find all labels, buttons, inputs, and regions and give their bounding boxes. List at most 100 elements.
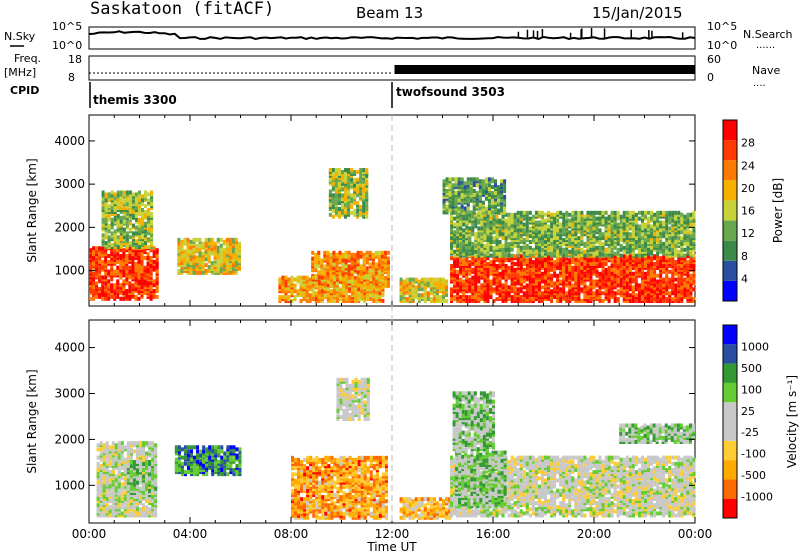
data-cell: [656, 273, 660, 278]
data-cell: [359, 250, 363, 255]
data-cell: [510, 256, 514, 261]
data-cell: [192, 237, 196, 242]
data-cell: [92, 255, 96, 260]
data-cell: [362, 168, 366, 173]
data-cell: [613, 216, 617, 221]
data-cell: [92, 261, 96, 266]
data-cell: [308, 298, 312, 303]
data-cell: [659, 228, 663, 233]
data-cell: [553, 212, 557, 217]
data-cell: [668, 277, 672, 282]
data-cell: [465, 216, 469, 221]
data-cell: [613, 297, 617, 302]
data-cell: [607, 281, 611, 286]
data-cell: [662, 263, 666, 268]
data-cell: [595, 289, 599, 294]
data-cell: [423, 295, 427, 300]
data-cell: [331, 171, 335, 176]
data-cell: [429, 297, 433, 302]
data-cell: [95, 271, 99, 276]
data-cell: [383, 276, 387, 281]
data-cell: [149, 263, 153, 268]
data-cell: [141, 221, 145, 226]
data-cell: [637, 293, 641, 298]
data-cell: [659, 256, 663, 261]
data-cell: [686, 293, 690, 298]
data-cell: [345, 283, 349, 288]
freq-trace: [89, 65, 695, 74]
data-cell: [601, 275, 605, 280]
data-cell: [643, 228, 647, 233]
data-cell: [116, 259, 120, 264]
data-cell: [647, 287, 651, 292]
data-cell: [486, 218, 490, 223]
data-cell: [483, 243, 487, 248]
data-cell: [351, 291, 355, 296]
data-cell: [326, 268, 330, 273]
data-cell: [683, 247, 687, 252]
data-cell: [95, 246, 99, 251]
data-cell: [622, 222, 626, 227]
data-cell: [544, 239, 548, 244]
data-cell: [445, 279, 449, 284]
data-cell: [528, 234, 532, 239]
data-cell: [540, 285, 544, 290]
data-cell: [592, 247, 596, 252]
data-cell: [462, 267, 466, 272]
data-cell: [474, 262, 478, 267]
data-cell: [492, 226, 496, 231]
data-cell: [540, 260, 544, 265]
data-cell: [137, 229, 141, 234]
data-cell: [107, 213, 111, 218]
data-cell: [604, 216, 608, 221]
data-cell: [144, 204, 148, 209]
data-cell: [332, 250, 336, 255]
data-cell: [337, 168, 341, 173]
data-cell: [453, 239, 457, 244]
data-cell: [471, 245, 475, 250]
data-cell: [474, 249, 478, 254]
data-cell: [137, 279, 141, 284]
data-cell: [580, 247, 584, 252]
data-cell: [405, 297, 409, 302]
data-cell: [592, 291, 596, 296]
data-cell: [107, 283, 111, 288]
data-cell: [522, 210, 526, 215]
data-cell: [399, 297, 403, 302]
data-cell: [302, 283, 306, 288]
data-cell: [116, 279, 120, 284]
data-cell: [674, 214, 678, 219]
data-cell: [320, 289, 324, 294]
data-cell: [550, 273, 554, 278]
data-cell: [453, 295, 457, 300]
data-cell: [305, 298, 309, 303]
data-cell: [613, 273, 617, 278]
data-cell: [359, 183, 363, 188]
data-cell: [604, 247, 608, 252]
data-cell: [586, 285, 590, 290]
data-cell: [152, 259, 156, 264]
data-cell: [643, 298, 647, 303]
data-cell: [152, 254, 156, 259]
data-cell: [365, 250, 369, 255]
data-cell: [674, 277, 678, 282]
data-cell: [486, 243, 490, 248]
data-cell: [314, 260, 318, 265]
data-cell: [547, 279, 551, 284]
data-cell: [643, 247, 647, 252]
data-cell: [365, 203, 369, 208]
data-cell: [231, 237, 235, 242]
data-cell: [492, 245, 496, 250]
data-cell: [356, 189, 360, 194]
data-cell: [598, 258, 602, 263]
data-cell: [405, 277, 409, 282]
data-cell: [119, 190, 123, 195]
data-cell: [571, 210, 575, 215]
data-cell: [353, 276, 357, 281]
data-cell: [653, 254, 657, 259]
data-cell: [613, 251, 617, 256]
data-cell: [141, 227, 145, 232]
data-cell: [568, 289, 572, 294]
data-cell: [628, 267, 632, 272]
data-cell: [371, 252, 375, 257]
